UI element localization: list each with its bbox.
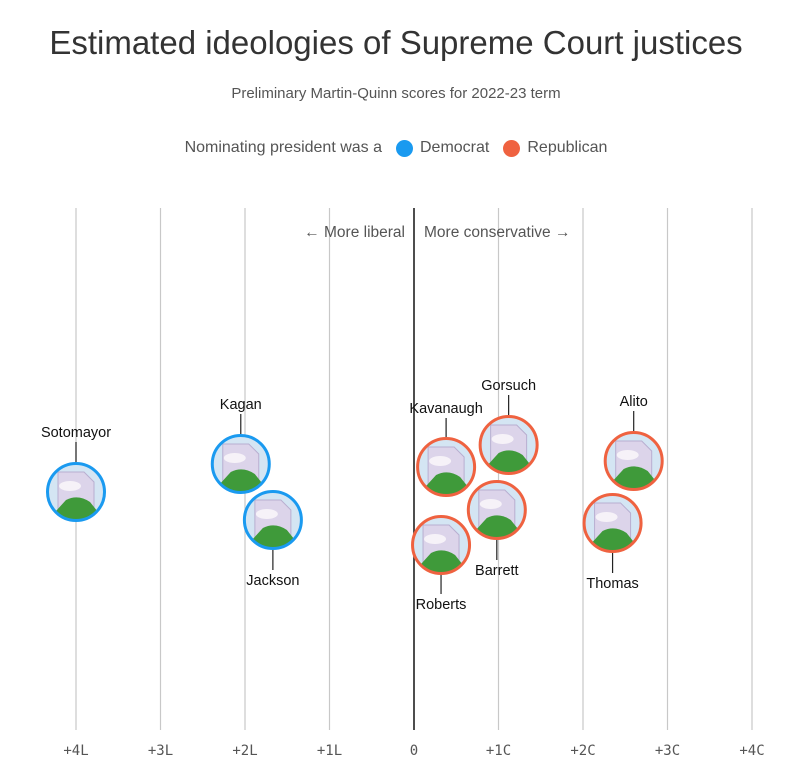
party-ring [210, 434, 271, 494]
party-ring [242, 490, 303, 550]
legend-entry-democrat: Democrat [382, 139, 489, 157]
legend-entry-republican: Republican [489, 139, 607, 157]
point-roberts: Roberts [411, 515, 472, 613]
justice-name-label: Roberts [416, 597, 467, 613]
legend-label-democrat: Democrat [420, 139, 490, 156]
point-gorsuch: Gorsuch [478, 378, 539, 475]
party-ring [478, 415, 539, 475]
legend-label-republican: Republican [527, 139, 608, 156]
justice-name-label: Jackson [246, 573, 299, 589]
x-tick-label: +2L [232, 743, 257, 759]
point-kavanaugh: Kavanaugh [409, 401, 483, 497]
direction-labels: ← More liberal More conservative → [304, 224, 570, 241]
legend-prefix: Nominating president was a [184, 139, 382, 156]
point-sotomayor: Sotomayor [41, 425, 111, 522]
justice-points: Sotomayor Kagan Jackson Kavanaugh Roberts Gor… [41, 378, 664, 613]
chart-subtitle: Preliminary Martin-Quinn scores for 2022… [231, 85, 561, 102]
portrait-placeholder-icon [48, 464, 104, 520]
x-tick-label: +4L [63, 743, 88, 759]
legend: Nominating president was a Democrat Repu… [0, 139, 792, 157]
more-liberal-label: ← More liberal [304, 224, 405, 241]
legend-dot-democrat [396, 139, 413, 157]
justice-name-label: Barrett [475, 563, 519, 579]
justice-name-label: Alito [620, 394, 648, 410]
portrait-placeholder-icon [480, 417, 537, 473]
x-tick-label: +4C [739, 743, 764, 759]
party-ring [46, 462, 106, 522]
x-tick-label: +3C [655, 743, 680, 759]
justice-name-label: Sotomayor [41, 425, 111, 441]
x-axis-ticks: +4L +3L +2L +1L 0 +1C +2C +3C +4C [63, 743, 764, 759]
x-tick-label: +3L [148, 743, 173, 759]
x-tick-label: +1C [486, 743, 511, 759]
point-jackson: Jackson [242, 490, 303, 589]
party-ring [603, 431, 664, 491]
party-ring [582, 493, 643, 553]
more-conservative-label: More conservative → [424, 224, 570, 241]
justice-name-label: Kagan [220, 397, 262, 413]
chart-title: Estimated ideologies of Supreme Court ju… [49, 24, 743, 61]
legend-dot-republican [503, 139, 521, 157]
x-tick-label: 0 [410, 743, 418, 759]
justice-name-label: Gorsuch [481, 378, 536, 394]
point-alito: Alito [603, 394, 664, 491]
justice-name-label: Thomas [586, 576, 638, 592]
justice-name-label: Kavanaugh [409, 401, 482, 417]
party-ring [466, 480, 527, 540]
portrait-placeholder-icon [413, 517, 470, 573]
point-thomas: Thomas [582, 493, 643, 592]
point-barrett: Barrett [466, 480, 527, 579]
party-ring [411, 515, 472, 575]
x-tick-label: +2C [570, 743, 595, 759]
point-kagan: Kagan [210, 397, 271, 494]
x-tick-label: +1L [317, 743, 342, 759]
party-ring [416, 437, 477, 497]
